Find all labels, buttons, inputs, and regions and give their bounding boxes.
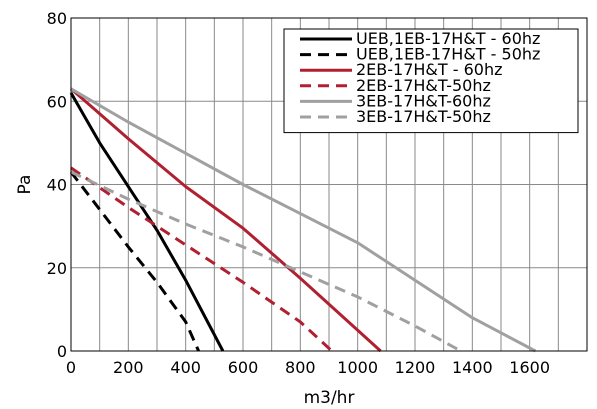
x-tick-label: 1000 [337,358,378,377]
y-tick-label: 80 [47,9,67,28]
series-line-1 [69,92,225,352]
x-tick-label: 800 [285,358,316,377]
x-tick-label: 400 [170,358,201,377]
x-tick-label: 600 [228,358,259,377]
y-tick-label: 40 [47,176,67,195]
legend-label: 3EB-17H&T-50hz [356,107,491,126]
y-axis-title: Pa [15,175,35,195]
series-line-6 [70,170,462,353]
x-tick-label: 0 [66,358,76,377]
legend-label: 2EB-17H&T - 60hz [356,60,503,79]
plot-frame [70,17,588,352]
legend-label: 2EB-17H&T-50hz [356,76,491,95]
legend-box [283,28,579,134]
y-tick-label: 20 [47,259,67,278]
legend-label: 3EB-17H&T-60hz [356,91,491,110]
series-line-3 [70,87,382,353]
x-tick-label: 1400 [452,358,493,377]
x-tick-label: 1600 [509,358,550,377]
series-line-5 [70,87,537,353]
legend-label: UEB,1EB-17H&T - 60hz [356,29,540,48]
x-tick-label: 200 [113,358,144,377]
x-tick-label: 1200 [395,358,436,377]
series-line-2 [69,171,200,352]
tick-labels: 0 200 400 600 800 1000 1200 1400 1600 0 20 40 60 80 [47,9,550,377]
y-tick-label: 60 [47,92,67,111]
legend-label: UEB,1EB-17H&T - 50hz [356,45,540,64]
y-tick-label: 0 [57,342,67,361]
series-lines [69,87,537,353]
series-line-4 [70,166,333,353]
x-axis-title: m3/hr [304,388,355,408]
